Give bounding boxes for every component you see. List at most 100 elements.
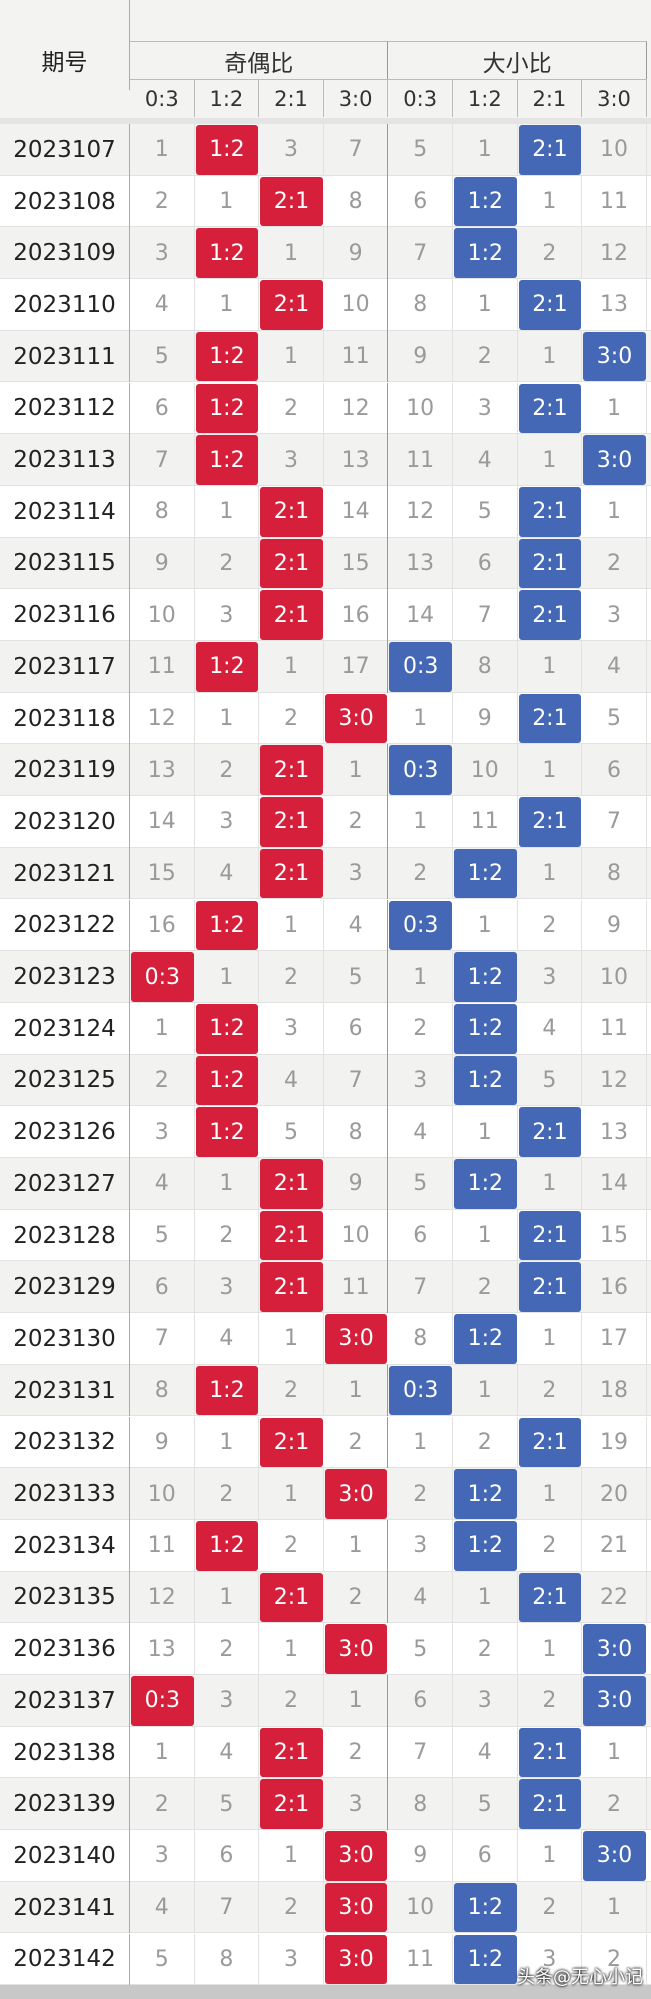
row-bg [0,227,651,280]
omission-cell: 13 [582,279,647,331]
omission-cell: 1 [259,899,324,952]
hit-cell: 2:1 [260,538,323,589]
omission-cell: 5 [453,485,518,538]
omission-cell: 11 [582,175,647,228]
omission-cell: 17 [324,641,389,693]
omission-cell: 2 [259,382,324,435]
hit-cell: 1:2 [195,435,259,485]
hit-cell: 2:1 [260,1417,323,1468]
omission-cell: 10 [388,1881,453,1934]
omission-cell: 1 [388,1416,453,1469]
omission-cell: 1 [259,1313,324,1365]
omission-cell: 2 [195,744,260,797]
omission-cell: 6 [453,1830,518,1882]
omission-cell: 1 [518,330,583,383]
row-bg [0,951,651,1003]
omission-cell: 2 [324,796,389,848]
omission-cell: 11 [324,1261,389,1314]
omission-cell: 2 [518,1364,583,1417]
hit-cell: 2:1 [518,1572,582,1623]
omission-cell: 2 [518,1519,583,1572]
row-bg [0,330,651,383]
omission-cell: 4 [195,847,260,900]
omission-cell: 2 [130,1054,195,1107]
hit-cell: 1:2 [195,228,259,279]
omission-cell: 10 [130,1468,195,1520]
omission-cell: 1 [518,1313,583,1365]
column-header: 1:2 [194,79,260,117]
footer-bar [0,1985,651,1999]
omission-cell: 3 [518,951,583,1003]
period: 2023122 [0,899,130,952]
omission-cell: 9 [582,899,647,952]
hit-cell: 1:2 [454,1520,517,1571]
omission-cell: 2 [518,899,583,952]
period: 2023133 [0,1468,130,1520]
hit-cell: 2:1 [518,383,582,434]
omission-cell: 6 [582,744,647,797]
omission-cell: 1 [582,1726,647,1779]
period: 2023124 [0,1002,130,1055]
omission-cell: 15 [582,1209,647,1262]
hit-cell: 1:2 [195,331,259,382]
omission-cell: 13 [130,744,195,797]
hit-cell: 1:2 [454,1003,517,1054]
period: 2023110 [0,279,130,331]
hit-cell: 2:1 [260,1159,323,1209]
hit-cell: 3:0 [324,1624,388,1674]
period: 2023132 [0,1416,130,1469]
omission-cell: 2 [259,1519,324,1572]
omission-cell: 1 [388,951,453,1003]
omission-cell: 4 [582,641,647,693]
omission-cell: 11 [388,434,453,486]
omission-cell: 1 [259,1468,324,1520]
omission-cell: 19 [582,1416,647,1469]
omission-cell: 10 [582,951,647,1003]
hit-cell: 2:1 [260,848,323,899]
omission-cell: 2 [195,1209,260,1262]
omission-cell: 2 [259,951,324,1003]
row-bg [0,175,651,228]
omission-cell: 11 [324,330,389,383]
hit-cell: 2:1 [518,125,582,175]
period: 2023116 [0,589,130,641]
omission-cell: 5 [388,1158,453,1210]
omission-cell: 4 [324,899,389,952]
hit-cell: 2:1 [260,1572,323,1623]
omission-cell: 13 [130,1623,195,1675]
hit-cell: 3:0 [324,1469,388,1519]
hit-cell: 0:3 [389,1365,452,1416]
hit-cell: 1:2 [454,176,517,227]
period: 2023126 [0,1106,130,1158]
omission-cell: 6 [130,1261,195,1314]
omission-cell: 4 [453,434,518,486]
period: 2023135 [0,1571,130,1624]
omission-cell: 9 [130,1416,195,1469]
hit-cell: 2:1 [260,1210,323,1261]
hit-cell: 1:2 [454,952,517,1002]
omission-cell: 8 [453,641,518,693]
omission-cell: 1 [259,641,324,693]
omission-cell: 2 [259,692,324,745]
omission-cell: 21 [582,1519,647,1572]
hit-cell: 2:1 [260,797,323,847]
omission-cell: 12 [582,227,647,280]
omission-cell: 2 [259,1364,324,1417]
omission-cell: 14 [582,1158,647,1210]
hit-cell: 1:2 [454,1314,517,1364]
omission-cell: 1 [453,1571,518,1624]
hit-cell: 3:0 [583,435,646,485]
omission-cell: 5 [130,1209,195,1262]
hit-cell: 2:1 [518,486,582,537]
period: 2023121 [0,847,130,900]
hit-cell: 1:2 [195,900,259,951]
hit-cell: 2:1 [518,1779,582,1830]
omission-cell: 4 [130,279,195,331]
omission-cell: 4 [388,1106,453,1158]
hit-cell: 3:0 [324,1934,388,1985]
omission-cell: 11 [130,1519,195,1572]
omission-cell: 1 [324,1519,389,1572]
omission-cell: 7 [388,1261,453,1314]
omission-cell: 3 [453,1675,518,1727]
hit-cell: 1:2 [454,1882,517,1933]
